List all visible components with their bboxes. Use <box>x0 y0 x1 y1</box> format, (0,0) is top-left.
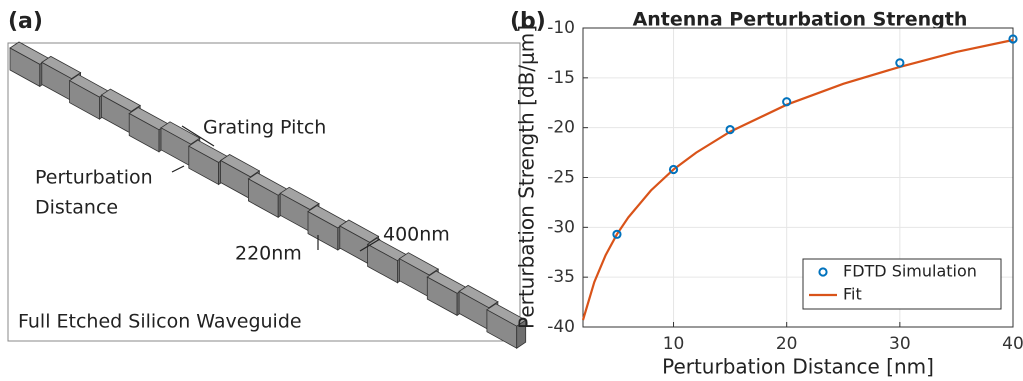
x-axis-label: Perturbation Distance [nm] <box>662 355 934 379</box>
y-tick-label: -40 <box>547 317 575 337</box>
caption: Full Etched Silicon Waveguide <box>18 311 302 333</box>
y-tick-label: -20 <box>547 118 575 138</box>
y-tick-label: -30 <box>547 217 575 237</box>
figure: (a) Grating Pitch Perturbation Distance … <box>0 0 1023 381</box>
annotation: Grating Pitch <box>203 117 326 139</box>
annotation: 400nm <box>383 224 450 246</box>
annotation: 220nm <box>235 243 302 265</box>
x-tick-label: 20 <box>776 334 798 354</box>
x-tick-label: 10 <box>663 334 685 354</box>
legend-label: FDTD Simulation <box>843 262 977 281</box>
x-tick-label: 30 <box>889 334 911 354</box>
y-tick-label: -15 <box>547 68 575 88</box>
panel-label: (a) <box>8 9 43 34</box>
chart-title: Antenna Perturbation Strength <box>633 9 968 31</box>
x-tick-label: 40 <box>1002 334 1023 354</box>
annotation: Distance <box>35 197 118 219</box>
y-tick-label: -10 <box>547 18 575 38</box>
annotation: Perturbation <box>35 167 153 189</box>
y-axis-label: Perturbation Strength [dB/μm] <box>515 25 539 329</box>
y-tick-label: -25 <box>547 168 575 188</box>
y-tick-label: -35 <box>547 267 575 287</box>
legend-label: Fit <box>843 285 862 304</box>
